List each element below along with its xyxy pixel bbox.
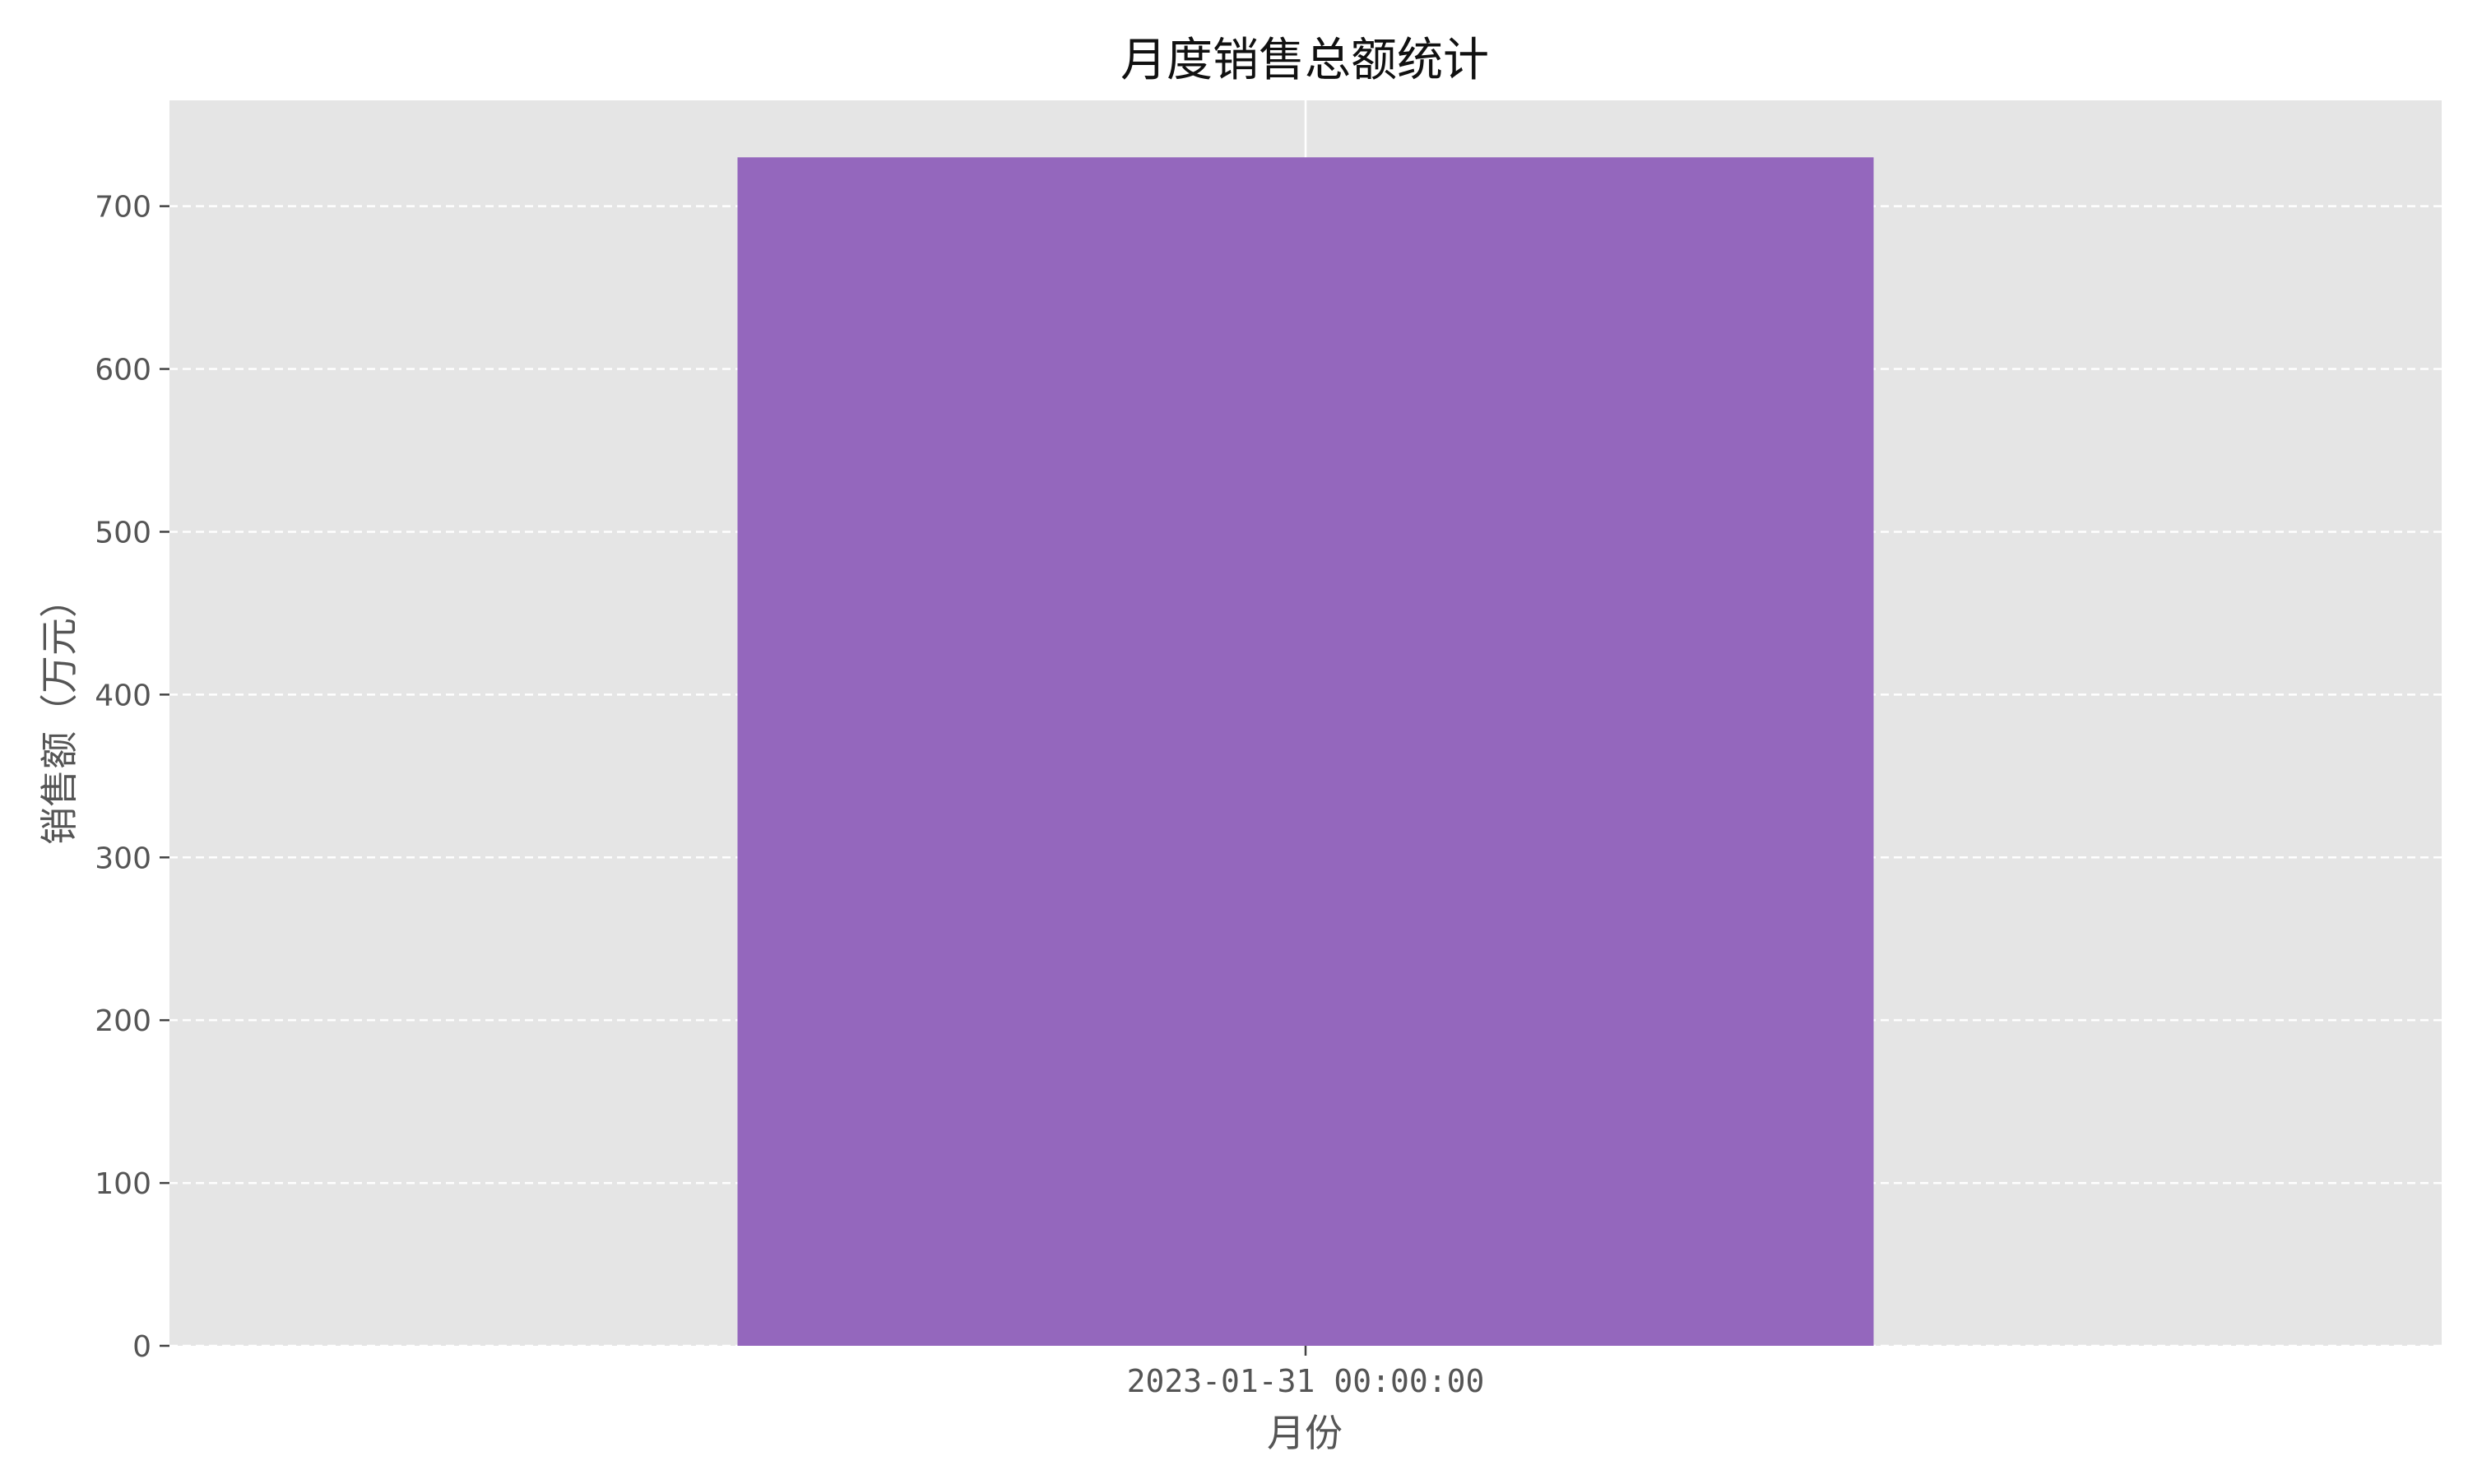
- x-axis-label: 月份: [1267, 1411, 1343, 1455]
- y-tick-label: 0: [132, 1330, 151, 1364]
- chart-title: 月度销售总额统计: [1120, 34, 1489, 87]
- y-axis-label: 销售额（万元）: [37, 580, 81, 845]
- x-tick-label: 2023-01-31 00:00:00: [1127, 1363, 1485, 1399]
- y-tick-label: 600: [95, 354, 151, 387]
- bar: [737, 157, 1874, 1347]
- y-tick-label: 500: [95, 516, 151, 550]
- y-tick-label: 300: [95, 842, 151, 875]
- y-tick-label: 700: [95, 191, 151, 225]
- plot-area: 0 100 200 300 400 500 600 700 2023-01-31 00:00:0…: [95, 100, 2442, 1399]
- y-tick-label: 100: [95, 1167, 151, 1201]
- y-tick-label: 200: [95, 1004, 151, 1038]
- y-tick-label: 400: [95, 679, 151, 712]
